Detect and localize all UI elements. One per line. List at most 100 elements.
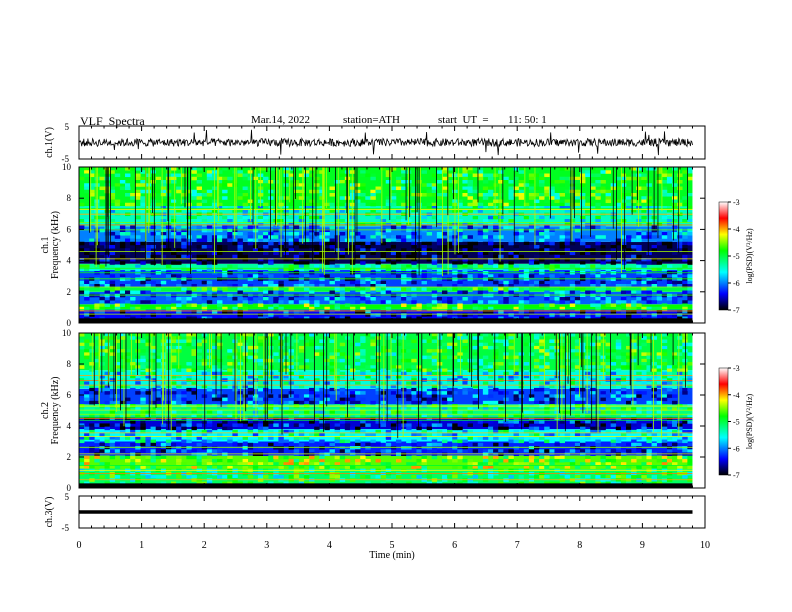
spectrogram-cell (119, 274, 126, 278)
spectrogram-cell (217, 170, 223, 174)
spectrogram-cell (135, 384, 141, 389)
spectrogram-cell (309, 420, 315, 424)
spectrogram-cell (324, 258, 330, 262)
spectrogram-cell (631, 293, 637, 298)
spectrogram-cell (375, 186, 381, 191)
spectrogram-cell (441, 349, 448, 353)
spectrogram-cell (661, 462, 668, 466)
spectrogram-cell (186, 267, 192, 272)
spectrogram-cell (656, 391, 663, 395)
spectrogram-cell (237, 167, 243, 171)
spectrogram-cell (339, 433, 346, 437)
spectrogram-cell (385, 410, 392, 415)
spectrogram-cell (140, 261, 146, 265)
spectrogram-cell (257, 313, 264, 317)
spectrogram-cell (191, 215, 197, 220)
spectrogram-cell (482, 251, 489, 256)
spectrogram-cell (237, 439, 243, 444)
spectrogram-cell (314, 215, 320, 220)
spectrogram-cell (503, 202, 509, 207)
spectrogram-cell (472, 355, 479, 360)
spectrogram-cell (309, 439, 315, 444)
spectrogram-cell (498, 458, 504, 463)
spectrogram-cell (283, 423, 289, 427)
spectrogram-cell (319, 232, 325, 236)
spectrogram-cell (135, 426, 141, 431)
spectrogram-cell (329, 413, 335, 418)
spectrogram-cell (626, 199, 632, 204)
spectrogram-cell (421, 193, 427, 197)
spectrogram-cell (227, 284, 233, 288)
spectrogram-cell (580, 277, 586, 282)
spectrogram-cell (135, 381, 141, 385)
spectrogram-cell (288, 258, 295, 262)
spectrogram-cell (462, 333, 468, 337)
spectrogram-cell (564, 248, 571, 252)
spectrogram-cell (549, 433, 555, 437)
spectrogram-cell (574, 387, 581, 392)
spectrogram-cell (370, 248, 376, 252)
spectrogram-cell (263, 313, 269, 317)
spectrogram-cell (160, 458, 167, 463)
spectrogram-cell (365, 333, 371, 337)
spectrogram-cell (569, 264, 576, 269)
spectrogram-cell (293, 193, 300, 197)
spectrogram-cell (615, 345, 622, 350)
spectrogram-cell (411, 261, 417, 265)
spectrogram-cell (672, 400, 678, 405)
spectrogram-cell (145, 290, 151, 295)
spectrogram-cell (201, 306, 208, 311)
spectrogram-cell (303, 378, 310, 382)
spectrogram-cell (508, 374, 514, 379)
spectrogram-cell (222, 277, 228, 282)
spectrogram-cell (370, 381, 376, 385)
spectrogram-cell (334, 423, 341, 427)
spectrogram-cell (615, 439, 622, 444)
spectrogram-cell (477, 287, 484, 291)
spectrogram-cell (329, 374, 335, 379)
spectrogram-cell (539, 368, 545, 373)
spectrogram-cell (513, 277, 519, 282)
spectrogram-cell (349, 170, 356, 174)
spectrogram-cell (237, 228, 243, 233)
spectrogram-cell (666, 209, 673, 213)
spectrogram-cell (339, 342, 346, 347)
spectrogram-cell (293, 439, 300, 444)
spectrogram-cell (595, 193, 601, 197)
spectrogram-cell (349, 290, 356, 295)
spectrogram-cell (436, 251, 443, 256)
spectrogram-cell (165, 439, 172, 444)
spectrogram-cell (574, 358, 581, 363)
spectrogram-cell (411, 306, 417, 311)
spectrogram-cell (559, 436, 565, 440)
spectrogram-cell (631, 254, 637, 259)
spectrogram-cell (114, 446, 121, 450)
spectrogram-cell (401, 420, 407, 424)
spectrogram-cell (380, 378, 387, 382)
spectrogram-cell (452, 264, 458, 269)
spectrogram-cell (319, 209, 325, 213)
spectrogram-cell (441, 384, 448, 389)
spectrogram-cell (119, 381, 126, 385)
spectrogram-cell (472, 374, 479, 379)
spectrogram-cell (411, 400, 417, 405)
spectrogram-cell (263, 280, 269, 285)
spectrogram-cell (298, 186, 305, 191)
spectrogram-cell (523, 378, 530, 382)
spectrogram-cell (401, 310, 407, 314)
spectrogram-cell (395, 222, 402, 226)
spectrogram-cell (288, 336, 295, 340)
spectrogram-cell (523, 290, 530, 295)
spectrogram-cell (119, 254, 126, 259)
spectrogram-cell (145, 342, 151, 347)
spectrogram-cell (549, 397, 555, 402)
spectrogram-cell (160, 248, 167, 252)
spectrogram-cell (503, 371, 509, 376)
spectrogram-cell (329, 287, 335, 291)
spectrogram-cell (549, 384, 555, 389)
spectrogram-cell (293, 225, 300, 230)
spectrogram-cell (298, 310, 305, 314)
spectrogram-cell (513, 391, 519, 395)
spectrogram-cell (324, 310, 330, 314)
spectrogram-cell (682, 336, 688, 340)
